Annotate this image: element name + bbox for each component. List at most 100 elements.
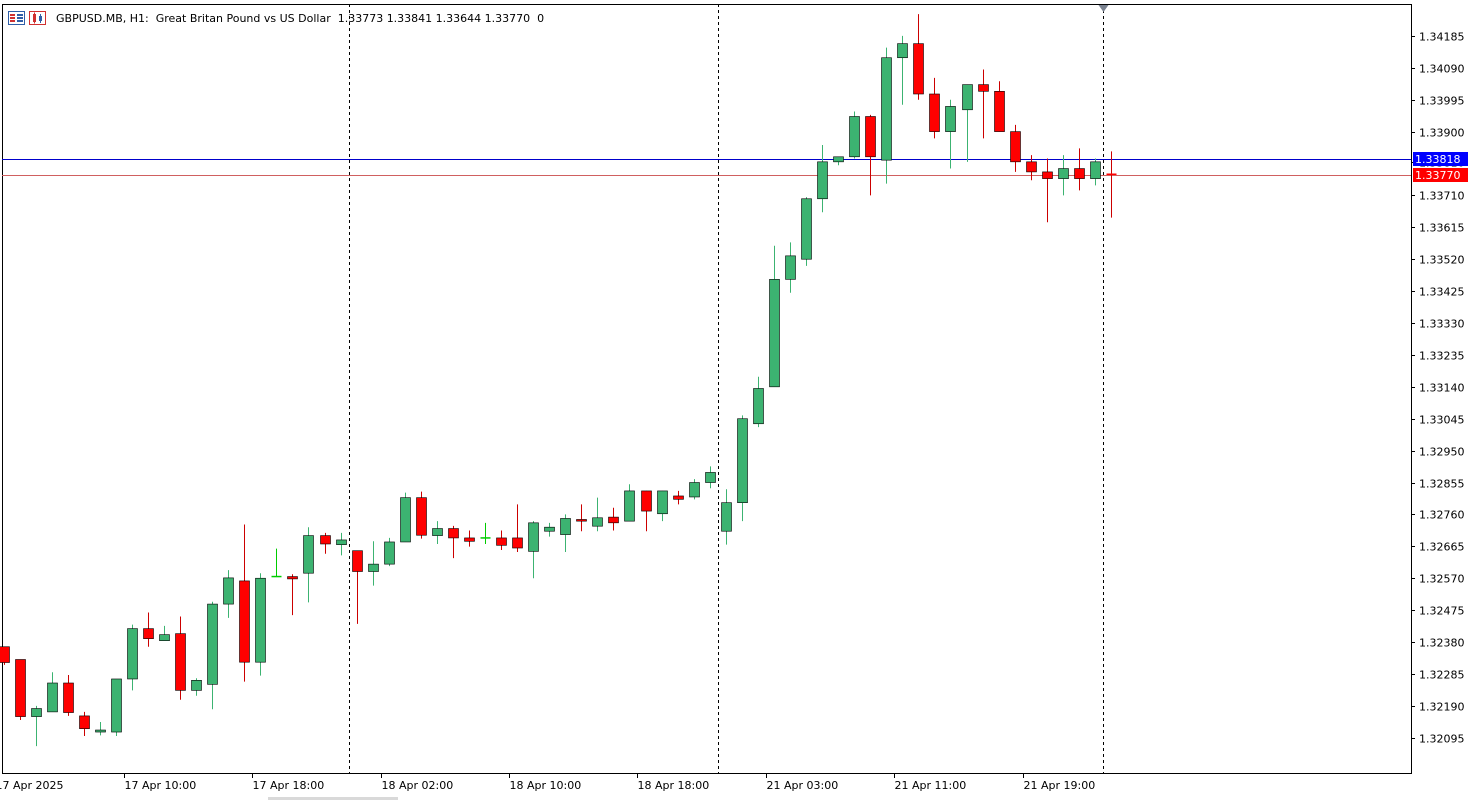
candle-body[interactable]	[1058, 168, 1069, 179]
x-tick-label: 21 Apr 11:00	[895, 779, 967, 792]
candle-body[interactable]	[641, 490, 652, 512]
x-tick-label: 17 Apr 10:00	[125, 779, 197, 792]
candle-body[interactable]	[544, 526, 555, 532]
y-tick-label: 1.32760	[1419, 509, 1465, 522]
candle-body[interactable]	[785, 255, 796, 280]
candle-body[interactable]	[448, 528, 459, 539]
candle-body[interactable]	[1042, 171, 1053, 179]
candle-body[interactable]	[817, 161, 828, 200]
candle-body[interactable]	[368, 563, 379, 572]
candle-body[interactable]	[737, 418, 748, 503]
price-label-bg	[1413, 168, 1468, 182]
chart-shift-marker[interactable]	[1098, 5, 1109, 12]
y-tick-label: 1.33520	[1419, 254, 1465, 267]
candle-body[interactable]	[1074, 168, 1085, 179]
candle-body[interactable]	[31, 708, 42, 717]
candle-body[interactable]	[624, 490, 635, 522]
menu-list-icon[interactable]	[8, 11, 25, 25]
candle-body[interactable]	[47, 682, 58, 713]
candle-body[interactable]	[657, 490, 668, 515]
candle-body[interactable]	[384, 541, 395, 565]
candle-body[interactable]	[191, 680, 202, 691]
candle-body[interactable]	[769, 279, 780, 388]
chart-header: GBPUSD.MB, H1: Great Britan Pound vs US …	[8, 9, 544, 27]
candle-body[interactable]	[303, 535, 314, 574]
y-tick-label: 1.33900	[1419, 127, 1465, 140]
candle-body[interactable]	[207, 603, 218, 685]
candle-body[interactable]	[512, 537, 523, 549]
candle-body[interactable]	[336, 539, 347, 545]
y-tick-label: 1.32190	[1419, 701, 1465, 714]
x-tick-label: 18 Apr 02:00	[382, 779, 454, 792]
price-label-bg	[1413, 152, 1468, 166]
candle-body[interactable]	[929, 93, 940, 132]
y-tick-label: 1.33995	[1419, 95, 1465, 108]
candle-body[interactable]	[865, 116, 876, 158]
candle-body[interactable]	[352, 550, 363, 572]
y-tick-label: 1.33330	[1419, 318, 1465, 331]
candle-body[interactable]	[689, 482, 700, 498]
candle-body[interactable]	[496, 537, 507, 546]
candle-body[interactable]	[1090, 161, 1101, 179]
y-tick-label: 1.32475	[1419, 605, 1465, 618]
horizontal-scrollbar[interactable]	[268, 797, 398, 800]
candle-body[interactable]	[833, 156, 844, 163]
candle-body[interactable]	[111, 678, 122, 733]
candle-body[interactable]	[143, 628, 154, 639]
candle-body[interactable]	[560, 518, 571, 535]
candle-body[interactable]	[592, 517, 603, 527]
candle-body[interactable]	[159, 634, 170, 641]
x-tick-label: 21 Apr 19:00	[1024, 779, 1096, 792]
candle-body[interactable]	[464, 537, 475, 542]
candle-body[interactable]	[239, 580, 250, 663]
candle-body[interactable]	[1026, 161, 1037, 173]
candle-body[interactable]	[95, 729, 106, 733]
candle-body[interactable]	[400, 497, 411, 543]
candle-body[interactable]	[287, 576, 298, 580]
plot-area[interactable]	[2, 4, 1412, 774]
x-tick-label: 18 Apr 10:00	[510, 779, 582, 792]
price-label: 1.33770	[1415, 169, 1461, 182]
candle-body[interactable]	[897, 43, 908, 59]
candle-body[interactable]	[913, 43, 924, 95]
chart-window-icon[interactable]	[29, 11, 46, 25]
candle-body[interactable]	[416, 497, 427, 536]
chart-title-text: GBPUSD.MB, H1: Great Britan Pound vs US …	[56, 11, 545, 25]
candle-body[interactable]	[881, 57, 892, 161]
x-tick-label: 17 Apr 18:00	[253, 779, 325, 792]
candle-body[interactable]	[528, 522, 539, 552]
y-tick-label: 1.32665	[1419, 541, 1465, 554]
candle-body[interactable]	[994, 91, 1005, 132]
candle-body[interactable]	[721, 502, 732, 532]
candle-body[interactable]	[127, 628, 138, 680]
candle-body[interactable]	[223, 577, 234, 605]
candle-body[interactable]	[849, 116, 860, 158]
candle-body[interactable]	[753, 388, 764, 425]
candle-body[interactable]	[608, 516, 619, 524]
y-tick-label: 1.32380	[1419, 637, 1465, 650]
candle-body[interactable]	[673, 495, 684, 500]
candle-body[interactable]	[432, 528, 443, 536]
y-tick-label: 1.32570	[1419, 573, 1465, 586]
candle-body[interactable]	[978, 84, 989, 92]
candle-body[interactable]	[945, 106, 956, 132]
candle-body[interactable]	[255, 577, 266, 663]
candle-body[interactable]	[1010, 131, 1021, 163]
candle-body[interactable]	[705, 472, 716, 483]
candle-body[interactable]	[63, 682, 74, 713]
x-tick-label: 21 Apr 03:00	[767, 779, 839, 792]
candle-body[interactable]	[79, 715, 90, 729]
candle-body[interactable]	[962, 84, 973, 111]
candle-body[interactable]	[175, 633, 186, 691]
candle-body[interactable]	[15, 659, 26, 717]
y-tick-label: 1.34090	[1419, 63, 1465, 76]
candle-body[interactable]	[801, 198, 812, 260]
price-label: 1.33818	[1415, 153, 1461, 166]
y-tick-label: 1.33615	[1419, 222, 1465, 235]
candle-body[interactable]	[576, 519, 587, 522]
candle-body[interactable]	[320, 535, 331, 545]
candle-body[interactable]	[0, 646, 10, 663]
y-tick-label: 1.33045	[1419, 414, 1465, 427]
